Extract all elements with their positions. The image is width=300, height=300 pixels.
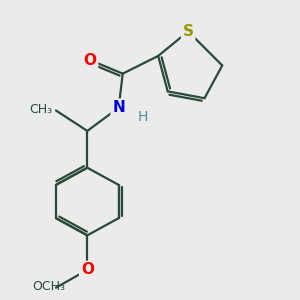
Text: CH₃: CH₃ <box>29 103 52 116</box>
Text: N: N <box>112 100 125 115</box>
Text: H: H <box>138 110 148 124</box>
Text: O: O <box>81 262 94 278</box>
Text: S: S <box>183 24 194 39</box>
Text: O: O <box>83 52 97 68</box>
Text: OCH₃: OCH₃ <box>33 280 66 293</box>
